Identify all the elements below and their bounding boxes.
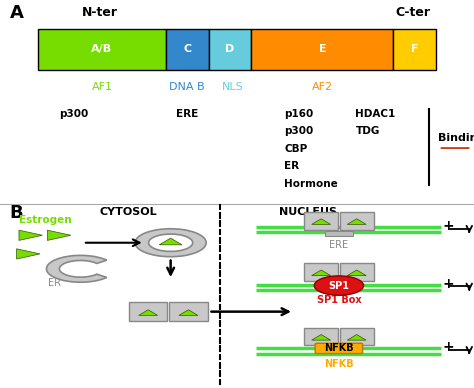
Text: ER: ER: [48, 278, 61, 288]
Bar: [393, 29, 436, 70]
Text: E: E: [319, 44, 326, 54]
Polygon shape: [347, 219, 366, 224]
Text: p300: p300: [284, 126, 314, 137]
Text: Hormone: Hormone: [284, 179, 338, 189]
Text: NUCLEUS: NUCLEUS: [279, 207, 337, 217]
Bar: [209, 29, 251, 70]
Bar: [339, 328, 374, 345]
Bar: [129, 302, 167, 321]
Text: N-ter: N-ter: [82, 6, 118, 19]
Text: F: F: [411, 44, 419, 54]
Bar: [325, 230, 353, 236]
Text: CBP: CBP: [284, 144, 308, 154]
Text: B: B: [9, 204, 23, 222]
Text: NLS: NLS: [221, 82, 243, 92]
Bar: [169, 302, 208, 321]
Text: Binding: Binding: [438, 133, 474, 143]
Text: A: A: [9, 4, 23, 22]
Text: ER: ER: [284, 161, 300, 171]
FancyBboxPatch shape: [315, 343, 363, 353]
Polygon shape: [159, 238, 182, 245]
Bar: [339, 263, 374, 281]
Bar: [304, 212, 338, 230]
Text: NFKB: NFKB: [324, 359, 354, 369]
Bar: [251, 29, 393, 70]
Polygon shape: [179, 310, 198, 315]
Text: TDG: TDG: [356, 126, 380, 137]
Text: SP1: SP1: [328, 281, 349, 291]
Wedge shape: [46, 255, 107, 282]
Text: p300: p300: [59, 109, 88, 119]
Text: Estrogen: Estrogen: [19, 215, 72, 225]
Text: +: +: [442, 277, 454, 291]
Text: NFKB: NFKB: [324, 343, 354, 353]
Polygon shape: [17, 249, 40, 259]
Polygon shape: [19, 230, 42, 241]
Text: DNA B: DNA B: [169, 82, 205, 92]
Text: SP1 Box: SP1 Box: [317, 295, 361, 305]
Text: +: +: [442, 219, 454, 233]
Text: C-ter: C-ter: [395, 6, 430, 19]
Text: A/B: A/B: [91, 44, 112, 54]
Text: D: D: [225, 44, 235, 54]
Polygon shape: [47, 230, 71, 241]
Polygon shape: [311, 334, 331, 340]
Bar: [166, 29, 209, 70]
Polygon shape: [311, 270, 331, 275]
Bar: [304, 328, 338, 345]
Wedge shape: [135, 229, 206, 257]
Bar: [339, 212, 374, 230]
Text: AF1: AF1: [91, 82, 112, 92]
Text: ERE: ERE: [329, 241, 348, 251]
Text: ERE: ERE: [176, 109, 198, 119]
Text: AF2: AF2: [312, 82, 333, 92]
Bar: [38, 29, 166, 70]
Bar: [304, 263, 338, 281]
Polygon shape: [347, 334, 366, 340]
Polygon shape: [138, 310, 157, 315]
Circle shape: [314, 276, 364, 295]
Text: CYTOSOL: CYTOSOL: [99, 207, 157, 217]
Text: C: C: [183, 44, 191, 54]
Polygon shape: [311, 219, 331, 224]
Text: +: +: [442, 340, 454, 354]
Text: HDAC1: HDAC1: [356, 109, 396, 119]
Text: p160: p160: [284, 109, 314, 119]
Polygon shape: [347, 270, 366, 275]
